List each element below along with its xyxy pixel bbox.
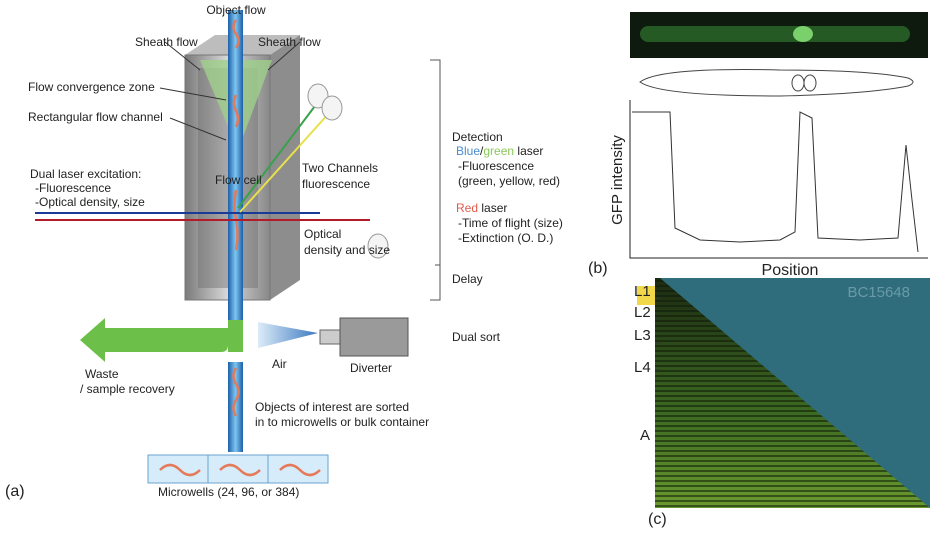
label: Objects of interest are sorted <box>255 400 409 414</box>
label: Diverter <box>350 361 392 375</box>
label: Rectangular flow channel <box>28 110 163 124</box>
label: Red laser <box>456 201 507 215</box>
label: Detection <box>452 130 503 144</box>
label: in to microwells or bulk container <box>255 415 429 429</box>
label: / sample recovery <box>80 382 175 396</box>
label: BC15648 <box>847 284 910 301</box>
label: Waste <box>85 367 119 381</box>
label: Two Channels <box>302 161 378 175</box>
panel-label: (a) <box>5 483 25 500</box>
panel-label: (b) <box>588 260 608 277</box>
stage-label: L3 <box>634 327 651 344</box>
label: Microwells (24, 96, or 384) <box>158 485 299 499</box>
label: -Fluorescence <box>458 159 534 173</box>
label: laser <box>478 201 507 215</box>
label: Flow cell <box>215 173 262 187</box>
stage-label: L2 <box>634 304 651 321</box>
label: -Fluorescence <box>35 181 111 195</box>
label: fluorescence <box>302 177 370 191</box>
label: -Extinction (O. D.) <box>458 231 553 245</box>
label: -Optical density, size <box>35 195 145 209</box>
axis-title: Position <box>762 262 819 279</box>
label: laser <box>514 144 543 158</box>
label: Red <box>456 201 478 215</box>
label: Dual sort <box>452 330 501 344</box>
label: Delay <box>452 272 483 286</box>
label: Flow convergence zone <box>28 80 155 94</box>
stage-label: L1 <box>634 283 651 300</box>
label: -Time of flight (size) <box>458 216 563 230</box>
label: Optical <box>304 227 341 241</box>
panel-c: BC15648 L1 L2 L3 L4 A (c) <box>634 278 930 528</box>
label: (green, yellow, red) <box>458 174 560 188</box>
label: Sheath flow <box>135 35 198 49</box>
panel-label: (c) <box>648 511 667 528</box>
label: Object flow <box>206 3 266 17</box>
stage-label: A <box>640 427 650 444</box>
label: Air <box>272 357 287 371</box>
label: density and size <box>304 243 390 257</box>
label: Blue <box>456 144 480 158</box>
label: green <box>483 144 514 158</box>
axis-title: GFP intensity <box>609 135 626 225</box>
figure: Object flow Sheath flow Sheath flow Flow… <box>0 0 930 528</box>
panel-b: GFP intensity Position (b) <box>588 12 928 305</box>
label: Sheath flow <box>258 35 321 49</box>
stage-label: L4 <box>634 359 651 376</box>
label: Dual laser excitation: <box>30 167 141 181</box>
label: Blue/green laser <box>456 144 543 158</box>
